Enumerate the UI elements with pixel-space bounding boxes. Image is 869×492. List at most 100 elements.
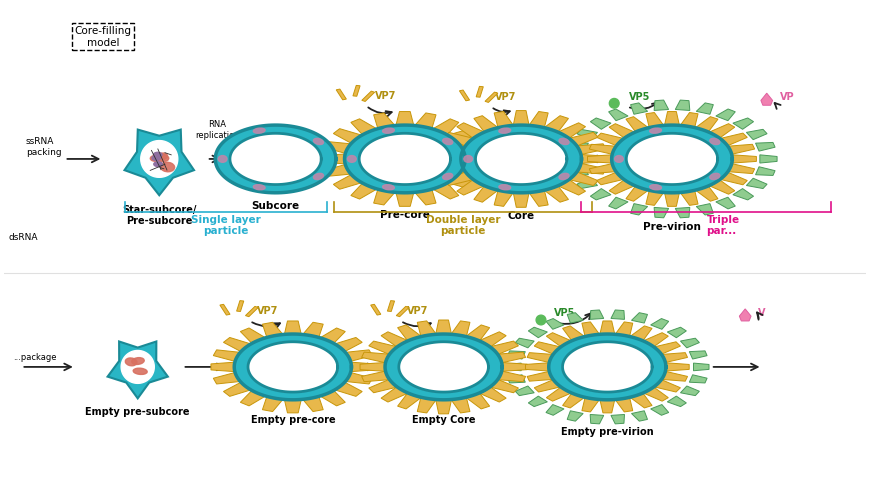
Polygon shape <box>577 144 605 154</box>
Polygon shape <box>626 133 717 184</box>
Polygon shape <box>456 123 483 138</box>
Polygon shape <box>490 380 518 393</box>
Polygon shape <box>451 398 469 413</box>
Polygon shape <box>448 175 475 189</box>
Polygon shape <box>220 305 229 315</box>
Ellipse shape <box>658 156 666 160</box>
Polygon shape <box>359 133 450 184</box>
Text: Empty pre-core: Empty pre-core <box>250 415 335 425</box>
Polygon shape <box>650 318 668 329</box>
Polygon shape <box>631 313 647 323</box>
Polygon shape <box>695 186 717 201</box>
Text: RNA
replication: RNA replication <box>195 120 240 140</box>
Polygon shape <box>494 112 513 127</box>
Polygon shape <box>589 310 603 319</box>
Polygon shape <box>739 309 750 321</box>
Text: V: V <box>757 308 765 317</box>
Polygon shape <box>232 135 319 184</box>
Polygon shape <box>709 180 734 194</box>
Ellipse shape <box>160 162 175 172</box>
Ellipse shape <box>276 166 281 169</box>
Polygon shape <box>662 371 687 381</box>
Polygon shape <box>581 154 607 163</box>
Polygon shape <box>381 332 407 346</box>
Text: Double layer
particle: Double layer particle <box>425 215 500 236</box>
Polygon shape <box>715 197 734 209</box>
Polygon shape <box>529 112 547 127</box>
Text: Star-subcore/
Pre-subcore: Star-subcore/ Pre-subcore <box>122 205 196 226</box>
Ellipse shape <box>406 164 410 167</box>
Ellipse shape <box>534 165 540 169</box>
Ellipse shape <box>277 152 282 155</box>
Circle shape <box>152 155 161 160</box>
Polygon shape <box>695 103 713 114</box>
Polygon shape <box>415 190 435 205</box>
Polygon shape <box>346 373 372 384</box>
Polygon shape <box>507 375 525 383</box>
Polygon shape <box>654 342 680 354</box>
Polygon shape <box>498 352 525 363</box>
Ellipse shape <box>347 155 355 162</box>
Polygon shape <box>370 305 381 315</box>
Ellipse shape <box>288 165 295 169</box>
Polygon shape <box>581 398 599 412</box>
Polygon shape <box>395 193 413 206</box>
Polygon shape <box>346 350 372 361</box>
Polygon shape <box>350 184 375 199</box>
Polygon shape <box>546 404 563 415</box>
Polygon shape <box>475 87 483 97</box>
Ellipse shape <box>672 166 677 169</box>
Polygon shape <box>667 396 686 406</box>
Polygon shape <box>732 188 753 200</box>
Polygon shape <box>480 332 506 346</box>
Ellipse shape <box>503 149 508 152</box>
Ellipse shape <box>652 166 658 170</box>
Polygon shape <box>650 404 668 415</box>
Polygon shape <box>234 334 351 400</box>
Ellipse shape <box>150 155 161 161</box>
Ellipse shape <box>660 145 670 149</box>
Polygon shape <box>303 397 323 411</box>
Ellipse shape <box>218 155 227 162</box>
Text: Subcore: Subcore <box>251 201 299 211</box>
Polygon shape <box>680 386 699 396</box>
Polygon shape <box>435 400 451 414</box>
Polygon shape <box>590 188 610 200</box>
Ellipse shape <box>253 184 265 190</box>
Ellipse shape <box>709 173 719 180</box>
Ellipse shape <box>313 173 323 180</box>
Polygon shape <box>210 362 234 371</box>
Polygon shape <box>121 350 154 383</box>
Ellipse shape <box>269 150 277 153</box>
Polygon shape <box>448 128 475 143</box>
Polygon shape <box>417 398 435 413</box>
Ellipse shape <box>417 165 423 169</box>
Text: ...package: ...package <box>13 353 56 362</box>
Ellipse shape <box>133 368 147 374</box>
Ellipse shape <box>131 358 144 365</box>
Polygon shape <box>544 186 567 202</box>
Ellipse shape <box>262 156 270 160</box>
Polygon shape <box>630 103 647 114</box>
Text: ssRNA
packing: ssRNA packing <box>26 137 61 156</box>
Polygon shape <box>459 90 469 101</box>
Polygon shape <box>569 132 598 146</box>
Polygon shape <box>381 387 407 402</box>
Polygon shape <box>558 180 585 195</box>
Ellipse shape <box>256 166 262 170</box>
Polygon shape <box>754 142 774 151</box>
Polygon shape <box>490 341 518 354</box>
Text: Pre-virion: Pre-virion <box>642 222 700 232</box>
Circle shape <box>154 162 163 167</box>
Polygon shape <box>477 135 564 184</box>
Ellipse shape <box>709 138 719 145</box>
Ellipse shape <box>507 156 515 160</box>
Ellipse shape <box>666 150 673 153</box>
Polygon shape <box>433 119 458 134</box>
Polygon shape <box>514 338 534 348</box>
Polygon shape <box>466 325 489 340</box>
Polygon shape <box>625 117 647 131</box>
Polygon shape <box>236 301 243 311</box>
Ellipse shape <box>649 184 660 190</box>
Circle shape <box>153 153 162 157</box>
